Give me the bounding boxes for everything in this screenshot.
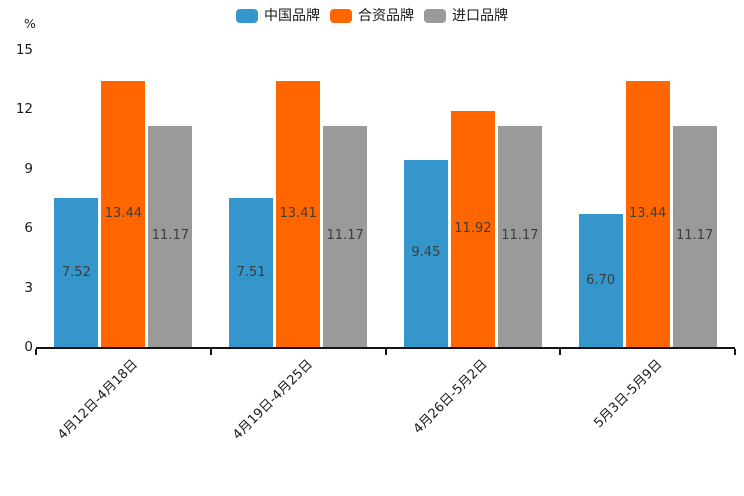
x-category-label: 4月26日-5月2日 xyxy=(410,357,491,437)
bar-value-label: 11.17 xyxy=(501,228,539,244)
bar-合资品牌-4月26日-5月2日 xyxy=(450,110,495,347)
legend-item-2: 合资品牌 xyxy=(330,8,414,24)
x-category-label: 5月3日-5月9日 xyxy=(591,357,666,432)
bar-中国品牌-4月26日-5月2日 xyxy=(403,159,448,347)
x-axis-line xyxy=(36,347,735,349)
legend-item-3: 进口品牌 xyxy=(424,8,508,24)
legend-swatch-icon xyxy=(424,9,446,23)
bar-value-label: 11.92 xyxy=(454,220,492,236)
bar-进口品牌-4月26日-5月2日 xyxy=(497,125,542,347)
bar-进口品牌-5月3日-5月9日 xyxy=(672,125,717,347)
y-tick-label: 15 xyxy=(15,42,33,58)
x-axis-tick xyxy=(734,349,736,355)
bar-合资品牌-4月12日-4月18日 xyxy=(101,80,146,347)
legend-item-1: 中国品牌 xyxy=(236,8,320,24)
legend-label: 合资品牌 xyxy=(358,8,414,24)
bar-进口品牌-4月19日-4月25日 xyxy=(323,125,368,347)
bar-value-label: 11.17 xyxy=(676,228,714,244)
bar-中国品牌-4月19日-4月25日 xyxy=(229,198,274,347)
y-tick-label: 9 xyxy=(24,160,33,177)
bar-value-label: 13.44 xyxy=(629,205,667,221)
bar-value-label: 6.70 xyxy=(586,272,616,288)
bar-value-label: 7.51 xyxy=(236,264,266,280)
bar-value-label: 11.17 xyxy=(151,228,189,244)
legend-label: 中国品牌 xyxy=(264,8,320,24)
legend: 中国品牌 合资品牌 进口品牌 xyxy=(0,8,744,24)
x-category-label: 4月19日-4月25日 xyxy=(229,357,316,443)
y-tick-label: 3 xyxy=(24,279,33,296)
bar-value-label: 13.41 xyxy=(279,206,317,222)
bar-value-label: 11.17 xyxy=(326,228,364,244)
bar-中国品牌-5月3日-5月9日 xyxy=(578,214,623,347)
bar-中国品牌-4月12日-4月18日 xyxy=(54,198,99,347)
legend-swatch-icon xyxy=(236,9,258,23)
x-axis-tick xyxy=(209,349,212,355)
x-axis-tick xyxy=(384,349,387,355)
y-axis-unit-label: % xyxy=(24,16,36,31)
x-axis-tick xyxy=(559,349,562,355)
y-tick-label: 0 xyxy=(24,339,33,355)
bar-合资品牌-4月19日-4月25日 xyxy=(276,81,321,347)
bar-合资品牌-5月3日-5月9日 xyxy=(625,80,670,347)
y-tick-label: 6 xyxy=(24,220,33,237)
legend-label: 进口品牌 xyxy=(452,8,508,24)
bar-进口品牌-4月12日-4月18日 xyxy=(148,125,193,347)
x-category-label: 4月12日-4月18日 xyxy=(55,357,141,443)
x-axis-tick xyxy=(35,349,37,355)
bar-value-label: 9.45 xyxy=(411,245,441,261)
y-tick-label: 12 xyxy=(15,101,33,118)
bar-value-label: 13.44 xyxy=(104,205,142,221)
bar-value-label: 7.52 xyxy=(61,264,91,280)
legend-swatch-icon xyxy=(330,9,352,23)
